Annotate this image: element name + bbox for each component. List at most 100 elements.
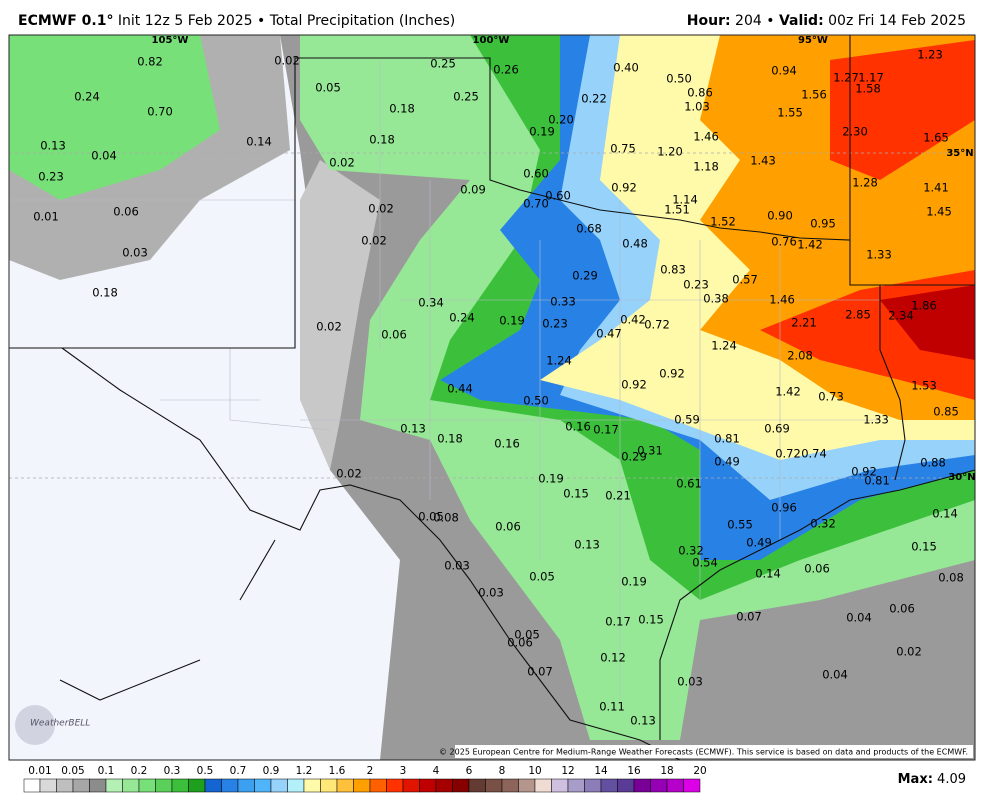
map: 0.82 0.24 0.70 0.13 0.04 0.23 0.01 0.06 0.03 0.18… — [8, 34, 976, 761]
colorbar-cell — [501, 778, 519, 793]
precip-label: 0.16 — [565, 420, 591, 434]
precip-label: 0.18 — [369, 133, 395, 147]
precip-label: 1.42 — [775, 385, 801, 399]
map-frame — [8, 34, 976, 761]
precip-label: 0.04 — [91, 149, 117, 163]
colorbar-cell — [369, 778, 387, 793]
precip-label: 0.59 — [674, 413, 700, 427]
precip-label: 0.15 — [638, 613, 664, 627]
precip-label: 0.02 — [329, 156, 355, 170]
colorbar-label: 0.5 — [197, 765, 214, 777]
precip-label: 0.19 — [499, 314, 525, 328]
precip-label: 1.03 — [684, 100, 710, 114]
colorbar-cell — [584, 778, 602, 793]
precip-label: 0.02 — [361, 234, 387, 248]
precip-label: 2.30 — [842, 125, 868, 139]
copyright-box — [455, 745, 973, 758]
colorbar-cell — [683, 778, 701, 793]
header-right: Hour: 204 • Valid: 00z Fri 14 Feb 2025 — [687, 13, 966, 29]
colorbar-cell — [138, 778, 156, 793]
precip-area — [880, 285, 975, 360]
map-labels: 0.82 0.24 0.70 0.13 0.04 0.23 0.01 0.06 0.03 0.18… — [33, 48, 964, 728]
precip-label: 1.27 — [833, 71, 859, 85]
precip-label: 1.46 — [769, 293, 795, 307]
precip-label: 0.05 — [418, 510, 444, 524]
colorbar-cell — [155, 778, 173, 793]
hour-label: Hour: — [687, 13, 731, 29]
colorbar-cell — [23, 778, 41, 793]
precip-label: 0.92 — [621, 378, 647, 392]
precip-label: 0.03 — [444, 559, 470, 573]
precip-label: 0.21 — [605, 489, 631, 503]
description: Init 12z 5 Feb 2025 • Total Precipitatio… — [118, 13, 455, 29]
colorbar-cell — [336, 778, 354, 793]
model: ECMWF 0.1° — [18, 13, 113, 29]
rio-grande — [61, 347, 681, 760]
colorbar-cell — [221, 778, 239, 793]
precip-label: 1.17 — [858, 71, 884, 85]
precip-label: 2.21 — [791, 316, 817, 330]
precip-label: 0.17 — [605, 615, 631, 629]
precip-label: 0.29 — [572, 269, 598, 283]
precip-label: 0.06 — [804, 562, 830, 576]
colorbar-cell — [89, 778, 107, 793]
precip-label: 1.65 — [923, 131, 949, 145]
precip-label: 0.24 — [449, 311, 475, 325]
precip-label: 0.04 — [846, 611, 872, 625]
precip-label: 0.02 — [274, 54, 300, 68]
precip-label: 0.70 — [523, 197, 549, 211]
precip-label: 1.46 — [693, 130, 719, 144]
colorbar-cell — [567, 778, 585, 793]
precip-label: 0.23 — [683, 278, 709, 292]
colorbar-cell — [237, 778, 255, 793]
logo: WeatherBELL — [15, 705, 90, 745]
precip-label: 0.81 — [864, 474, 890, 488]
colorbar-cell — [617, 778, 635, 793]
precip-label: 0.13 — [630, 714, 656, 728]
precip-label: 1.42 — [797, 238, 823, 252]
colorbar-cell — [551, 778, 569, 793]
precip-label: 2.08 — [787, 349, 813, 363]
precip-label: 0.25 — [453, 90, 479, 104]
mexico-borders — [59, 539, 276, 701]
max-value: 4.09 — [937, 772, 966, 787]
precip-label: 0.60 — [545, 189, 571, 203]
colorbar-label: 6 — [466, 765, 473, 777]
colorbar-label: 0.01 — [28, 765, 51, 777]
precip-label: 0.95 — [810, 217, 836, 231]
colorbar-label: 14 — [594, 765, 608, 777]
colorbar-cell — [419, 778, 437, 793]
colorbar-cell — [105, 778, 123, 793]
colorbar-cell — [270, 778, 288, 793]
precip-label: 0.02 — [368, 202, 394, 216]
precip-label: 1.41 — [923, 181, 949, 195]
precip-label: 0.42 — [620, 313, 646, 327]
precip-label: 1.56 — [801, 88, 827, 102]
colorbar-label: 3 — [400, 765, 407, 777]
colorbar-label: 0.3 — [164, 765, 181, 777]
precip-label: 1.33 — [863, 413, 889, 427]
colorbar-cell — [468, 778, 486, 793]
precip-label: 1.52 — [710, 215, 736, 229]
precip-label: 0.61 — [676, 477, 702, 491]
graticule-lines — [9, 152, 975, 479]
precip-label: 0.05 — [529, 570, 555, 584]
colorbar-cell — [353, 778, 371, 793]
precip-label: 0.44 — [447, 382, 473, 396]
precip-label: 0.85 — [933, 405, 959, 419]
precip-label: 0.06 — [381, 328, 407, 342]
precip-label: 0.29 — [621, 450, 647, 464]
precip-label: 0.15 — [911, 540, 937, 554]
colorbar-cell — [188, 778, 206, 793]
precip-label: 0.15 — [563, 487, 589, 501]
precip-label: 0.03 — [122, 246, 148, 260]
colorbar-cell — [518, 778, 536, 793]
precip-label: 0.05 — [315, 81, 341, 95]
colorbar-cell — [485, 778, 503, 793]
precip-label: 0.60 — [523, 167, 549, 181]
precip-label: 0.50 — [666, 72, 692, 86]
precip-label: 0.13 — [400, 422, 426, 436]
colorbar-label: 0.1 — [98, 765, 115, 777]
precip-label: 0.75 — [610, 142, 636, 156]
